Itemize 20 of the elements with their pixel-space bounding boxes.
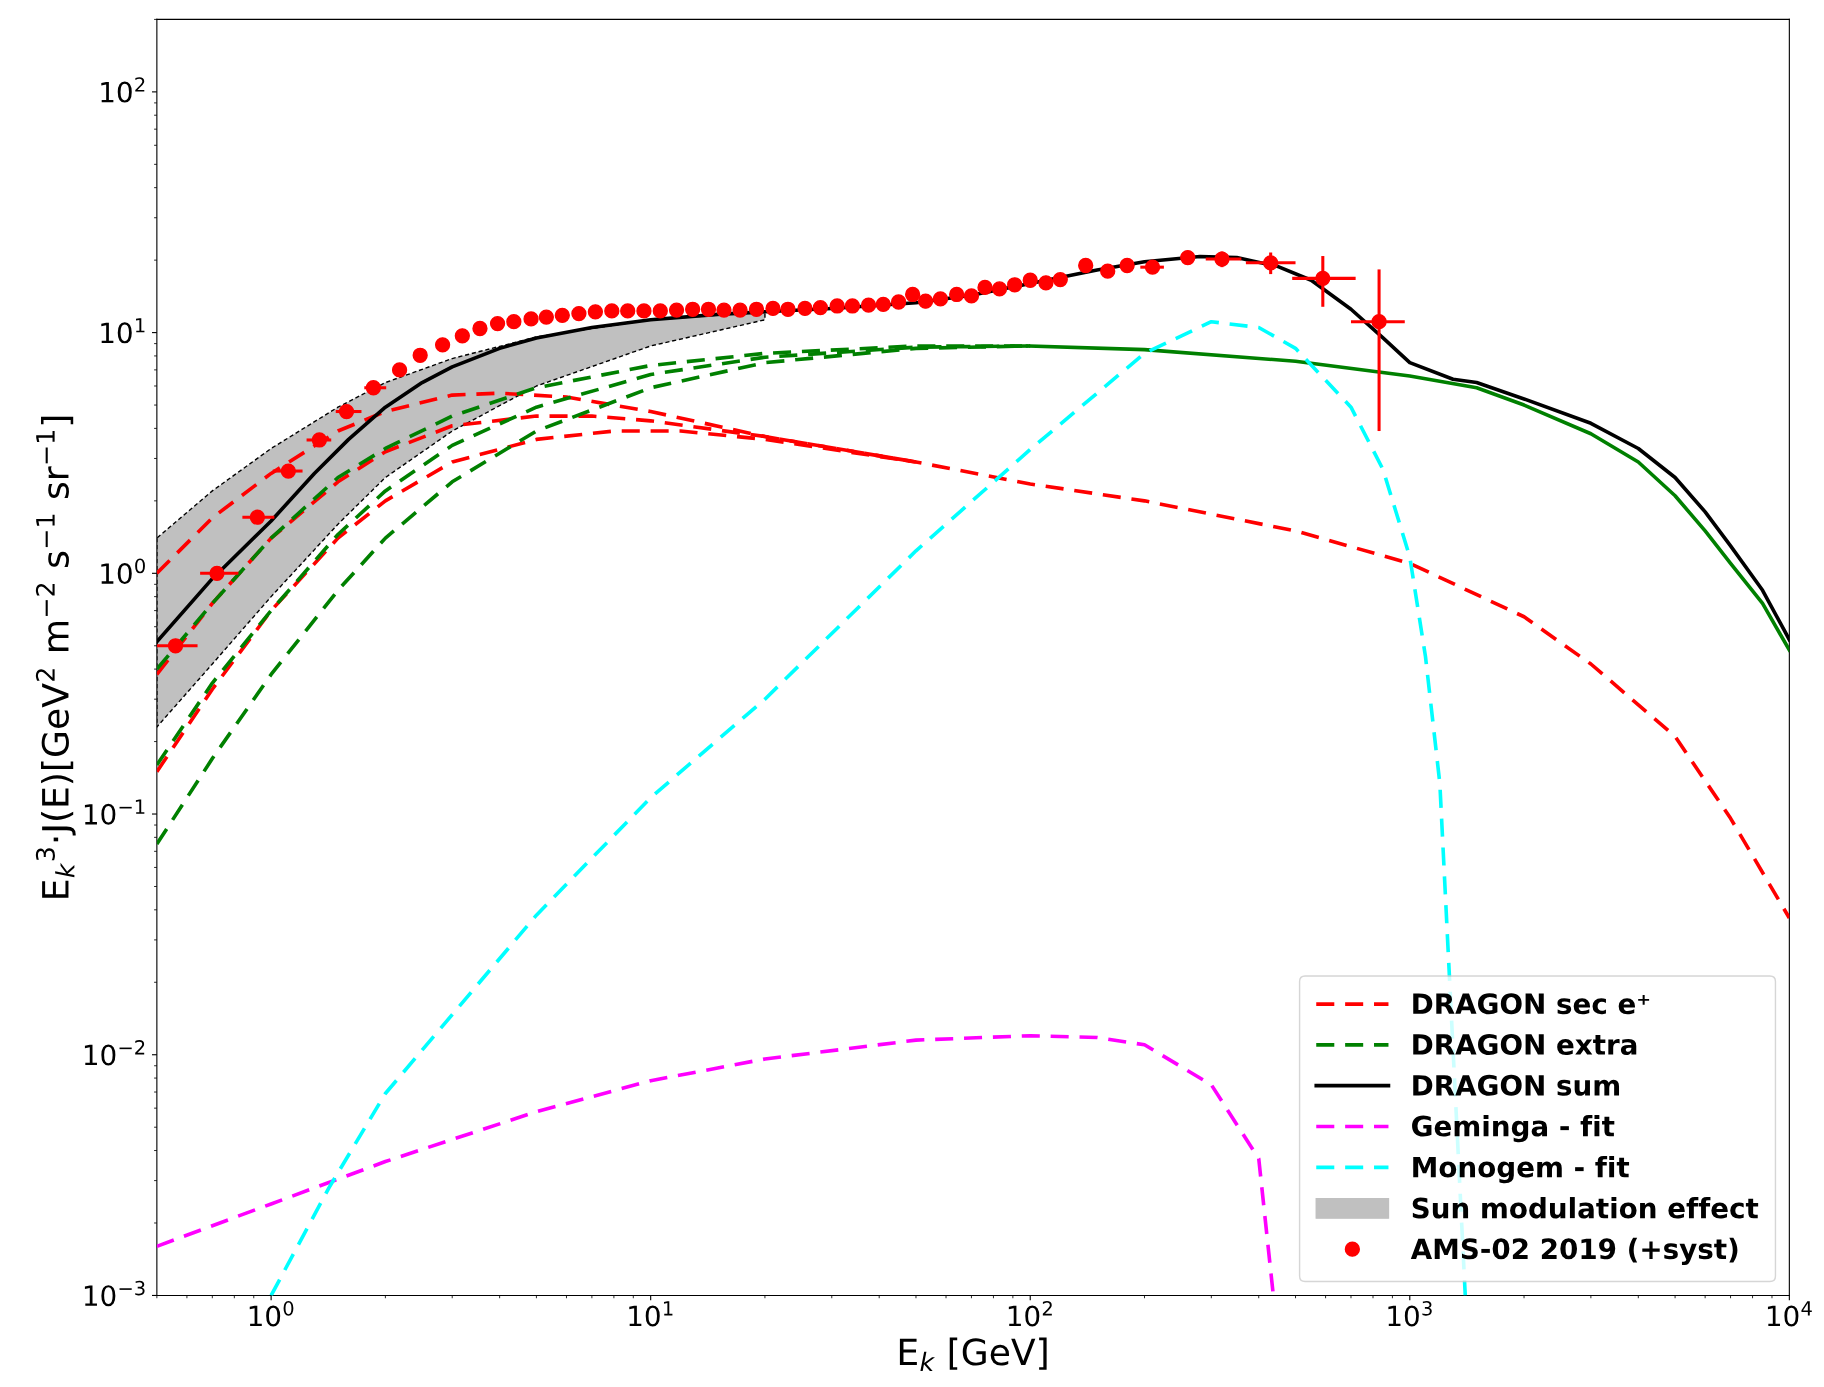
- legend-label: DRAGON sec e⁺: [1413, 993, 1650, 1015]
- y-tick-label: 10$^{2}$: [101, 77, 145, 103]
- legend-label: DRAGON extra: [1413, 1034, 1637, 1056]
- legend-label: Geminga - fit: [1412, 1115, 1615, 1143]
- x-tick-label: 10$^{3}$: [1388, 1301, 1432, 1327]
- legend-label: Monogem - fit: [1413, 1156, 1630, 1184]
- y-tick-label: 10$^{−1}$: [84, 799, 145, 825]
- y-tick-label: 10$^{−3}$: [84, 1280, 145, 1307]
- legend-label: Sun modulation effect: [1412, 1197, 1759, 1219]
- x-axis-title: E$_{k}$ [GeV]: [899, 1337, 1047, 1371]
- x-tick-label: 10$^{1}$: [629, 1301, 673, 1327]
- x-tick-label: 10$^{0}$: [249, 1301, 294, 1327]
- y-tick-label: 10$^{1}$: [101, 318, 145, 344]
- legend-label: DRAGON sum: [1413, 1074, 1620, 1096]
- y-tick-label: 10$^{−2}$: [84, 1040, 145, 1066]
- y-tick-label: 10$^{0}$: [101, 558, 145, 585]
- x-tick-label: 10$^{2}$: [1008, 1301, 1052, 1327]
- text: E$_{k}$$^{3}$·J(E)[GeV$^{2}$ m$^{−2}$ s$^{−1}$ sr$^{−1}$]: [35, 416, 76, 898]
- legend-label: AMS-02 2019 (+syst): [1410, 1237, 1738, 1265]
- x-tick-label: 10$^{4}$: [1767, 1301, 1812, 1327]
